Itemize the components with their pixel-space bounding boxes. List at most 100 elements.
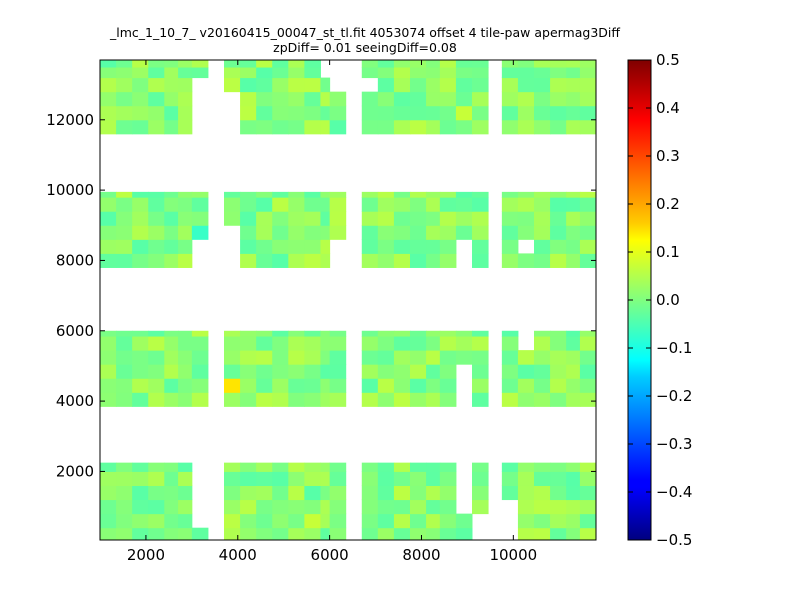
heatmap-cell [320,350,331,365]
heatmap-cell [579,462,597,472]
heatmap-cell [320,225,331,240]
heatmap-cell [191,527,209,541]
heatmap-cell [191,60,209,68]
heatmap-cell [132,197,149,212]
heatmap-cell [164,364,179,379]
heatmap-cell [410,527,427,541]
heatmap-cell [240,471,257,486]
heatmap-cell [377,330,395,337]
heatmap-cell [191,191,209,198]
heatmap-cell [550,392,567,407]
heatmap-cell [272,197,289,212]
heatmap-cell [426,67,441,79]
heatmap-cell [272,60,289,68]
heatmap-cell [501,119,519,135]
heatmap-cell [100,225,117,240]
heatmap-cell [534,60,551,68]
heatmap-cell [256,60,273,68]
heatmap-cell [288,350,305,365]
heatmap-cell [472,253,489,268]
heatmap-cell [116,60,133,68]
heatmap-cell [272,485,289,501]
heatmap-cell [517,197,535,212]
heatmap-cell [304,105,321,121]
heatmap-cell [100,364,117,379]
heatmap-cell [439,77,457,93]
heatmap-cell [377,253,395,268]
heatmap-cell [272,513,289,529]
heatmap-cell [534,239,551,254]
heatmap-cell [132,462,149,472]
heatmap-cell [132,336,149,351]
heatmap-cell [272,330,289,337]
heatmap-cell [517,211,535,226]
heatmap-cell [501,67,519,79]
heatmap-cell [320,119,331,135]
heatmap-cell [224,462,241,472]
heatmap-cell [116,336,133,351]
heatmap-cell [501,91,519,107]
heatmap-cell [472,350,489,365]
heatmap-cell [393,462,411,472]
heatmap-cell [240,462,257,472]
heatmap-cell [439,330,457,337]
heatmap-cell [132,485,149,501]
heatmap-cell [329,191,347,198]
heatmap-cell [116,513,133,529]
heatmap-cell [377,471,395,486]
heatmap-cell [410,330,427,337]
heatmap-cell [410,197,427,212]
heatmap-cell [256,191,273,198]
heatmap-cell [240,91,257,107]
heatmap-cell [393,67,411,79]
heatmap-cell [191,364,209,379]
heatmap-cell [256,253,273,268]
heatmap-cell [178,91,193,107]
heatmap-cell [240,191,257,198]
heatmap-cell [240,239,257,254]
heatmap-cell [240,60,257,68]
heatmap-cell [393,392,411,407]
heatmap-cell [501,197,519,212]
heatmap-cell [517,513,535,529]
heatmap-cell [164,225,179,240]
heatmap-cell [361,211,379,226]
heatmap-cell [472,239,489,254]
heatmap-cell [550,119,567,135]
heatmap-cell [304,239,321,254]
heatmap-cell [116,364,133,379]
heatmap-cell [517,67,535,79]
heatmap-cell [288,253,305,268]
heatmap-cell [410,225,427,240]
heatmap-cell [410,91,427,107]
heatmap-cell [148,225,165,240]
heatmap-cell [534,527,551,541]
heatmap-cell [501,253,519,268]
heatmap-cell [393,191,411,198]
heatmap-cell [178,527,193,541]
heatmap-cell [164,91,179,107]
heatmap-cell [455,60,473,68]
heatmap-cell [100,513,117,529]
heatmap-cell [256,67,273,79]
heatmap-cell [426,378,441,393]
heatmap-cell [116,462,133,472]
heatmap-cell [534,485,551,501]
heatmap-cell [550,513,567,529]
heatmap-cell [501,392,519,407]
heatmap-cell [566,392,581,407]
heatmap-cell [100,211,117,226]
heatmap-cell [329,513,347,529]
heatmap-cell [116,197,133,212]
heatmap-cell [426,499,441,515]
heatmap-cell [439,225,457,240]
heatmap-cell [191,336,209,351]
heatmap-cell [178,462,193,472]
heatmap-cell [410,119,427,135]
heatmap-cell [288,211,305,226]
heatmap-cell [410,77,427,93]
heatmap-cell [472,60,489,68]
heatmap-cell [579,91,597,107]
heatmap-cell [304,330,321,337]
heatmap-cell [455,225,473,240]
